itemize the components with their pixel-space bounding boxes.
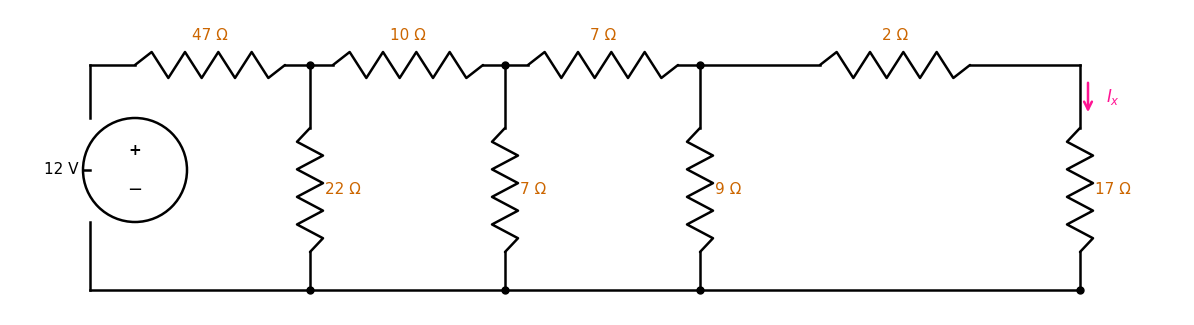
Text: 10 Ω: 10 Ω (390, 28, 426, 43)
Text: 12 V: 12 V (43, 162, 78, 177)
Text: 22 Ω: 22 Ω (325, 183, 361, 198)
Text: $I_x$: $I_x$ (1106, 87, 1120, 108)
Text: +: + (129, 143, 141, 158)
Text: 9 Ω: 9 Ω (715, 183, 741, 198)
Text: 17 Ω: 17 Ω (1095, 183, 1131, 198)
Text: 7 Ω: 7 Ω (521, 183, 546, 198)
Text: −: − (128, 181, 142, 199)
Text: 7 Ω: 7 Ω (590, 28, 616, 43)
Text: 47 Ω: 47 Ω (192, 28, 228, 43)
Text: 2 Ω: 2 Ω (882, 28, 909, 43)
